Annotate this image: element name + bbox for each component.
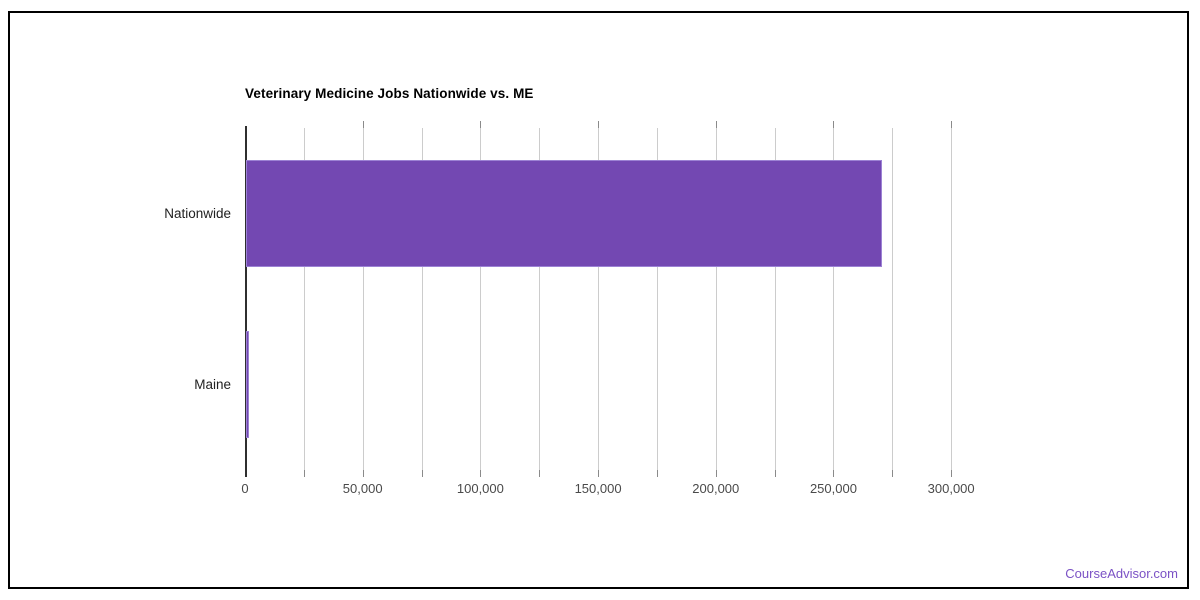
gridline <box>656 128 658 470</box>
x-axis-tick <box>951 470 953 477</box>
x-axis-tick-top <box>833 121 835 128</box>
x-axis-tick-top <box>715 121 717 128</box>
bar-maine[interactable] <box>246 331 250 438</box>
x-axis-tick <box>892 470 894 477</box>
x-axis-tick <box>833 470 835 477</box>
gridline <box>598 128 600 470</box>
x-axis-tick <box>303 470 305 477</box>
x-tick-label: 200,000 <box>692 481 740 496</box>
gridline <box>715 128 717 470</box>
gridline <box>362 128 364 470</box>
gridline <box>833 128 835 470</box>
gridline <box>480 128 482 470</box>
x-axis-tick <box>539 470 541 477</box>
y-axis-line <box>245 126 247 477</box>
x-tick-label: 0 <box>241 481 249 496</box>
x-axis-tick-top <box>951 121 953 128</box>
x-axis-tick-top <box>362 121 364 128</box>
x-axis-tick <box>421 470 423 477</box>
category-label: Nationwide <box>164 205 231 221</box>
gridline <box>421 128 423 470</box>
x-tick-label: 300,000 <box>927 481 975 496</box>
x-axis-tick-top <box>598 121 600 128</box>
category-label: Maine <box>194 376 231 392</box>
gridline <box>774 128 776 470</box>
x-axis-tick <box>598 470 600 477</box>
bar-nationwide[interactable] <box>246 160 882 267</box>
x-tick-label: 250,000 <box>809 481 857 496</box>
x-axis-tick-top <box>480 121 482 128</box>
x-axis-tick <box>715 470 717 477</box>
x-tick-label: 50,000 <box>342 481 383 496</box>
x-tick-label: 100,000 <box>456 481 504 496</box>
courseadvisor-link[interactable]: CourseAdvisor.com <box>1065 566 1178 581</box>
gridline <box>539 128 541 470</box>
gridline <box>892 128 894 470</box>
x-axis-tick <box>480 470 482 477</box>
x-axis-tick <box>362 470 364 477</box>
x-axis-tick <box>656 470 658 477</box>
gridline <box>303 128 305 470</box>
chart-title: Veterinary Medicine Jobs Nationwide vs. … <box>245 86 534 101</box>
x-tick-label: 150,000 <box>574 481 622 496</box>
gridline <box>951 128 953 470</box>
x-axis-tick <box>774 470 776 477</box>
